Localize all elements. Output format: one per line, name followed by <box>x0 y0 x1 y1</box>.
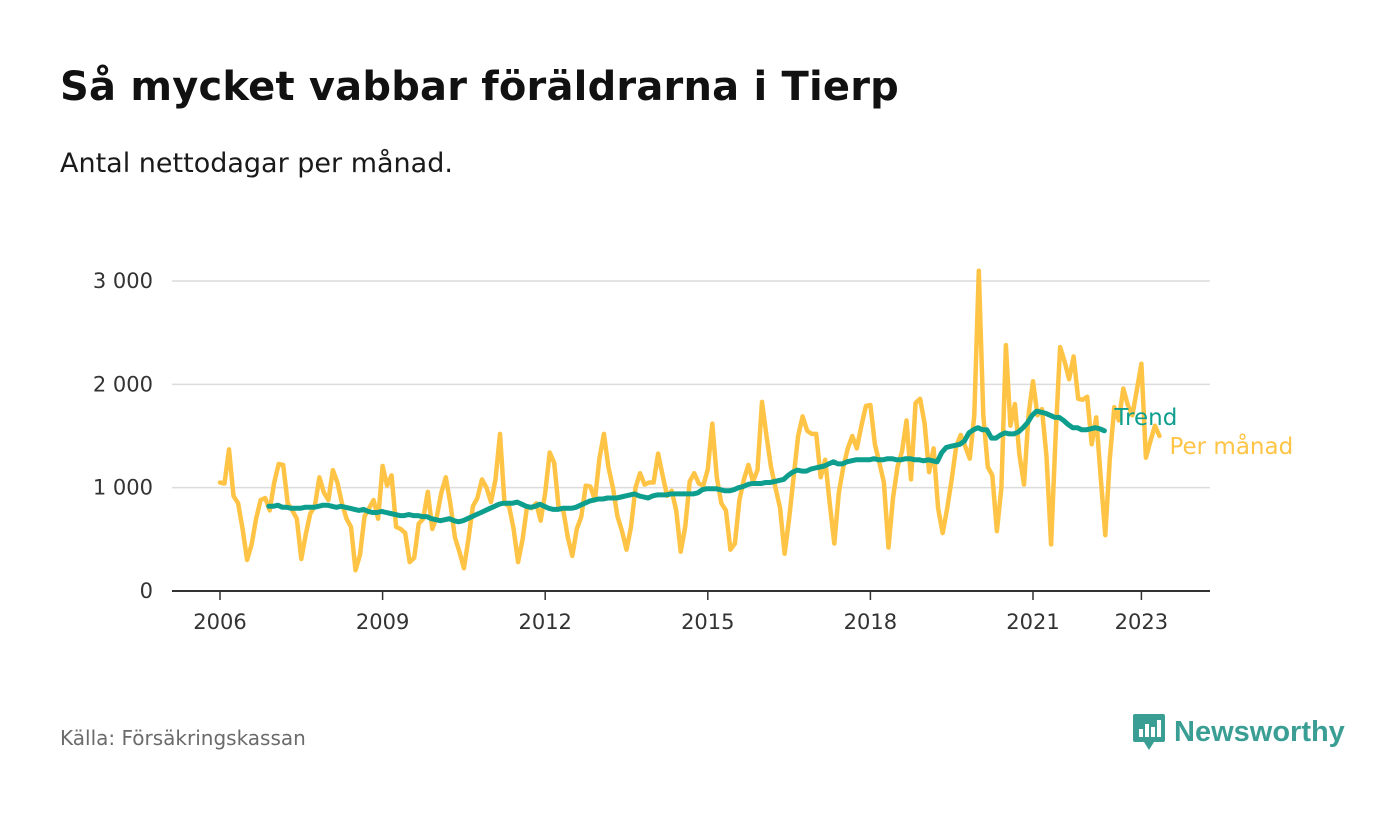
y-axis-labels: 0 1 000 2 000 3 000 <box>93 269 153 603</box>
x-tick-label: 2023 <box>1115 610 1168 634</box>
chart-subtitle: Antal nettodagar per månad. <box>60 148 453 179</box>
brand-name: Newsworthy <box>1174 715 1345 748</box>
y-tick-label: 2 000 <box>93 372 153 396</box>
source-note: Källa: Försäkringskassan <box>60 726 306 750</box>
y-tick-label: 1 000 <box>93 476 153 500</box>
x-tick-label: 2021 <box>1006 610 1059 634</box>
x-tick-label: 2015 <box>681 610 734 634</box>
series-lines <box>217 268 1162 573</box>
x-tick-label: 2006 <box>193 610 246 634</box>
trend-series-line <box>266 408 1107 525</box>
monthly-series-line <box>217 268 1162 573</box>
y-tick-label: 0 <box>140 579 153 603</box>
y-tick-label: 3 000 <box>93 269 153 293</box>
x-tick-label: 2012 <box>518 610 571 634</box>
legend-label-trend: Trend <box>1113 405 1177 431</box>
line-chart: 0 1 000 2 000 3 000 2006 2009 2012 2015 2018 202… <box>93 268 1293 634</box>
chart-title: Så mycket vabbar föräldrarna i Tierp <box>60 64 899 110</box>
x-tick-label: 2018 <box>844 610 897 634</box>
legend-label-monthly: Per månad <box>1169 432 1293 460</box>
x-axis: 2006 2009 2012 2015 2018 2021 2023 <box>172 590 1210 634</box>
bar-chart-speech-icon <box>1133 714 1165 750</box>
brand-logo[interactable]: Newsworthy <box>1132 712 1345 752</box>
x-tick-label: 2009 <box>356 610 409 634</box>
